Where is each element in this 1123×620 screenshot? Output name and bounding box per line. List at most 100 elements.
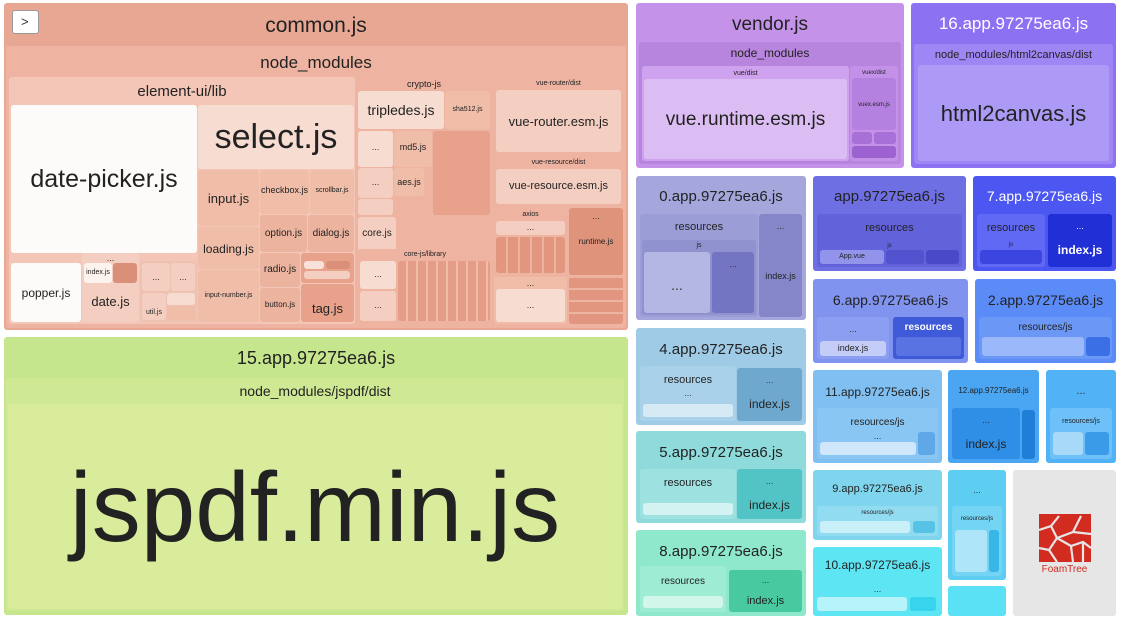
jspdf-dist-group[interactable]: node_modules/jspdf/dist jspdf.min.js bbox=[6, 378, 624, 611]
treemap-group-chunk-11[interactable]: 11.app.97275ea6.js resources/js ... bbox=[813, 370, 942, 463]
resources-group[interactable]: resources js App.vue bbox=[817, 214, 962, 267]
treemap-group-chunk-7[interactable]: 7.app.97275ea6.js resources js ... index… bbox=[973, 176, 1116, 271]
file-popper[interactable]: popper.js bbox=[11, 263, 81, 322]
file-label: input.js bbox=[207, 191, 250, 206]
group-title: 7.app.97275ea6.js bbox=[986, 188, 1103, 204]
group-title: common.js bbox=[265, 14, 367, 37]
resources-group[interactable]: resources/js bbox=[817, 506, 938, 536]
vue-resource-group[interactable]: vue-resource/dist vue-resource.esm.js bbox=[494, 156, 623, 206]
treemap-group-html2canvas[interactable]: 16.app.97275ea6.js node_modules/html2can… bbox=[911, 3, 1116, 168]
file-index[interactable]: ... index.js bbox=[1048, 214, 1112, 267]
file-tag[interactable]: tag.js bbox=[301, 284, 354, 322]
group-title: 5.app.97275ea6.js bbox=[659, 444, 783, 461]
treemap-group-chunk-8[interactable]: 8.app.97275ea6.js resources ... index.js bbox=[636, 530, 806, 616]
date-group[interactable]: ... index.js date.js bbox=[82, 253, 139, 322]
resources-group[interactable]: resources/js bbox=[1050, 408, 1112, 459]
node-modules-group[interactable]: node_modules element-ui/lib date-picker.… bbox=[6, 46, 626, 328]
resources-label: resources/js bbox=[960, 516, 994, 522]
resources-label: resources/js bbox=[861, 510, 894, 516]
file-label: vue-resource.esm.js bbox=[508, 180, 609, 192]
file-label: input-number.js bbox=[204, 292, 253, 299]
file-index[interactable]: ... index.js bbox=[737, 469, 802, 519]
file-input-number[interactable]: input-number.js bbox=[198, 270, 259, 322]
file-vue-runtime[interactable]: vue.runtime.esm.js bbox=[644, 79, 847, 159]
vendor-node-modules[interactable]: node_modules vue/dist vue.runtime.esm.js… bbox=[639, 42, 901, 164]
resources-group[interactable]: resources/js bbox=[952, 506, 1002, 576]
file-index[interactable]: ... index.js bbox=[737, 368, 802, 421]
file-label: html2canvas.js bbox=[940, 101, 1087, 126]
resources-group[interactable]: resources bbox=[640, 469, 736, 519]
axios-group[interactable]: axios ... bbox=[494, 208, 567, 275]
resources-group[interactable]: resources ... bbox=[640, 366, 736, 421]
file-md5[interactable]: md5.js bbox=[394, 131, 432, 167]
foamtree-badge[interactable]: FoamTree bbox=[1013, 470, 1116, 616]
file-jspdf-min[interactable]: jspdf.min.js bbox=[8, 404, 622, 609]
file-date-picker[interactable]: date-picker.js bbox=[11, 105, 197, 253]
crypto-js-group[interactable]: crypto-js tripledes.js sha512.js ... ...… bbox=[356, 77, 492, 217]
treemap-group-misc[interactable]: ... resources/js bbox=[1046, 370, 1116, 463]
file-small-group[interactable] bbox=[301, 253, 354, 283]
file-button[interactable]: button.js bbox=[260, 288, 300, 322]
resources-group[interactable]: resources js bbox=[977, 214, 1045, 267]
file-radio[interactable]: radio.js bbox=[260, 253, 300, 287]
util-group[interactable]: ... ... util.js bbox=[140, 261, 197, 322]
treemap-group-chunk-12[interactable]: 12.app.97275ea6.js ... index.js bbox=[948, 370, 1039, 463]
file-label: vue.runtime.esm.js bbox=[665, 109, 826, 130]
treemap-group-jspdf[interactable]: 15.app.97275ea6.js node_modules/jspdf/di… bbox=[4, 337, 628, 615]
treemap-group-chunk-0[interactable]: 0.app.97275ea6.js resources js ... ... .… bbox=[636, 176, 806, 320]
treemap-group-chunk-6[interactable]: 6.app.97275ea6.js ... index.js resources bbox=[813, 279, 968, 363]
file-label: option.js bbox=[264, 228, 303, 239]
vue-dist-title: vue/dist bbox=[733, 70, 758, 77]
file-label: date.js bbox=[91, 294, 130, 309]
treemap-group-small-b[interactable] bbox=[948, 586, 1006, 616]
file-input[interactable]: input.js bbox=[198, 170, 259, 226]
treemap-group-vendor[interactable]: vendor.js node_modules vue/dist vue.runt… bbox=[636, 3, 904, 168]
treemap-group-chunk-5[interactable]: 5.app.97275ea6.js resources ... index.js bbox=[636, 431, 806, 523]
treemap-group-chunk-4[interactable]: 4.app.97275ea6.js resources ... ... inde… bbox=[636, 328, 806, 425]
file-index[interactable]: ... index.js bbox=[952, 408, 1020, 459]
vue-router-group[interactable]: vue-router/dist vue-router.esm.js bbox=[494, 77, 623, 154]
file-tripledes[interactable]: tripledes.js bbox=[358, 91, 444, 129]
sidebar-toggle-button[interactable]: > bbox=[12, 10, 39, 34]
resources-group[interactable]: resources js ... ... bbox=[640, 214, 758, 317]
resources-label: resources/js bbox=[850, 417, 905, 428]
treemap-group-chunk-9[interactable]: 9.app.97275ea6.js resources/js bbox=[813, 470, 942, 540]
file-select[interactable]: select.js bbox=[198, 105, 354, 169]
file-runtime[interactable]: ... runtime.js bbox=[569, 208, 623, 275]
file-label: index.js bbox=[1057, 243, 1103, 257]
file-index[interactable]: ... index.js bbox=[759, 214, 802, 317]
file-dialog[interactable]: dialog.js bbox=[308, 215, 354, 252]
file-scrollbar[interactable]: scrollbar.js bbox=[310, 170, 354, 214]
treemap-group-small-a[interactable]: ... resources/js bbox=[948, 470, 1006, 580]
resources-group[interactable]: resources bbox=[640, 566, 726, 612]
file-label: index.js bbox=[765, 271, 796, 281]
group-title: 16.app.97275ea6.js bbox=[938, 14, 1089, 33]
vue-dist-group[interactable]: vue/dist vue.runtime.esm.js bbox=[642, 66, 849, 161]
file-index[interactable]: ... index.js bbox=[729, 570, 802, 612]
file-sha512[interactable]: sha512.js bbox=[445, 91, 490, 129]
core-js-group[interactable]: core-js/library ... ... bbox=[358, 249, 492, 324]
vendor-nm-title: node_modules bbox=[730, 46, 810, 60]
file-label: scrollbar.js bbox=[315, 187, 349, 194]
file-core[interactable]: core.js bbox=[358, 217, 396, 251]
resources-group[interactable]: resources/js ... bbox=[817, 408, 938, 459]
file-vue-router[interactable]: vue-router.esm.js bbox=[496, 90, 621, 152]
treemap-group-common[interactable]: common.js node_modules element-ui/lib da… bbox=[4, 3, 628, 330]
resources-group[interactable]: resources bbox=[893, 317, 964, 359]
node-modules-title: node_modules bbox=[260, 53, 372, 72]
resources-group[interactable]: resources/js bbox=[979, 317, 1112, 359]
file-html2canvas[interactable]: html2canvas.js bbox=[918, 65, 1109, 161]
file-checkbox[interactable]: checkbox.js bbox=[260, 170, 309, 214]
file-vue-resource[interactable]: vue-resource.esm.js bbox=[496, 169, 621, 204]
group-title: 8.app.97275ea6.js bbox=[659, 543, 783, 560]
vuex-dist-group[interactable]: vuex/dist vuex.esm.js bbox=[850, 66, 898, 161]
treemap-group-chunk-10[interactable]: 10.app.97275ea6.js ... bbox=[813, 547, 942, 616]
treemap-group-app[interactable]: app.97275ea6.js resources js App.vue bbox=[813, 176, 966, 271]
element-ui-group[interactable]: element-ui/lib date-picker.js select.js … bbox=[9, 77, 355, 324]
file-aes[interactable]: aes.js bbox=[394, 168, 424, 196]
treemap-group-chunk-2[interactable]: 2.app.97275ea6.js resources/js bbox=[975, 279, 1116, 363]
html2canvas-dist-group[interactable]: node_modules/html2canvas/dist html2canva… bbox=[914, 44, 1113, 164]
file-option[interactable]: option.js bbox=[260, 215, 307, 252]
file-loading[interactable]: loading.js bbox=[198, 227, 259, 269]
file-vuex[interactable]: vuex.esm.js bbox=[852, 78, 896, 130]
